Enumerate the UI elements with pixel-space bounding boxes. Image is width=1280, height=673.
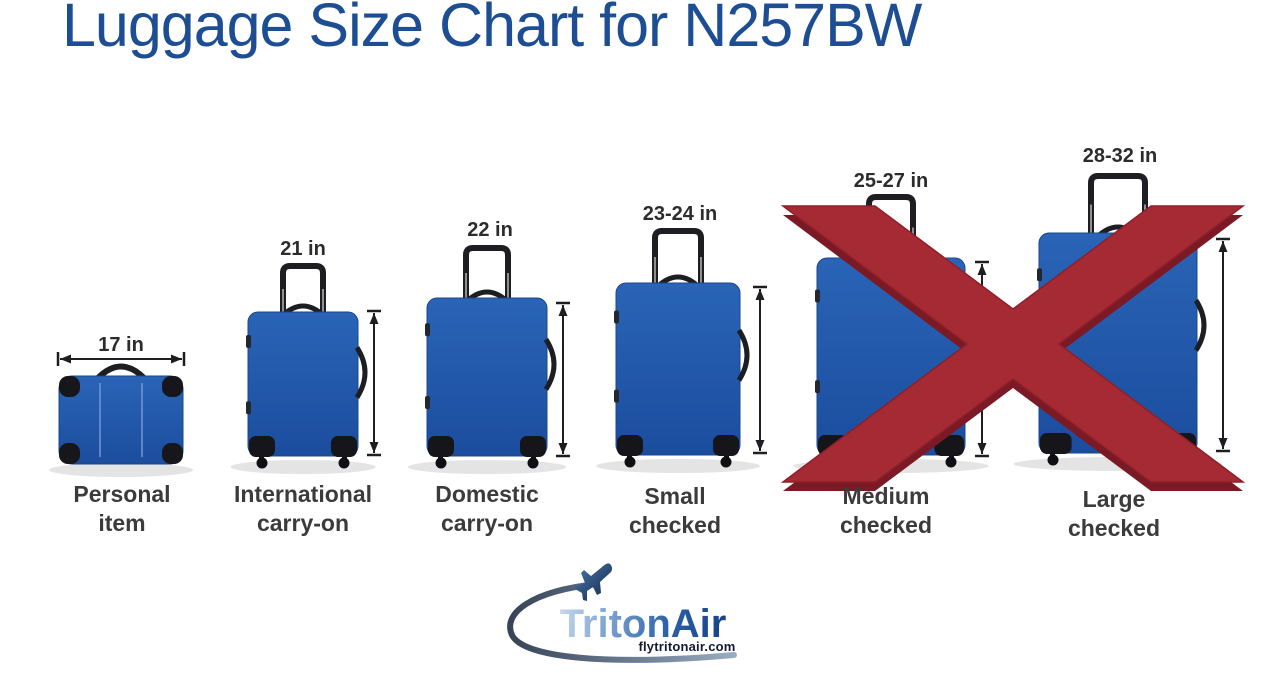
name-label-domestic-carry-on: Domestic carry-on <box>435 480 539 538</box>
name-label-large-checked: Large checked <box>1068 485 1160 543</box>
red-x-icon <box>780 205 1246 491</box>
suitcase-graphic-domestic-carry-on <box>407 245 570 474</box>
measurement-arrow-large-checked <box>1216 237 1230 453</box>
name-label-medium-checked: Medium checked <box>840 482 932 540</box>
name-line2: checked <box>839 512 933 538</box>
name-line2: carry-on <box>256 510 350 536</box>
name-line1: Large <box>1082 486 1146 512</box>
size-label-medium-checked: 25-27 in <box>853 170 929 192</box>
logo-brand-text: TritonAir <box>559 602 727 646</box>
name-line2: checked <box>1067 515 1161 541</box>
airplane-icon <box>575 563 613 601</box>
name-line1: Medium <box>842 483 930 509</box>
size-label-small-checked: 23-24 in <box>642 203 718 225</box>
name-line2: carry-on <box>440 510 534 536</box>
size-label-domestic-carry-on: 22 in <box>467 219 513 241</box>
size-label-personal-item: 17 in <box>98 334 144 356</box>
name-line1: Small <box>644 483 706 509</box>
logo-website-text: flytritonair.com <box>638 639 736 654</box>
name-label-small-checked: Small checked <box>629 482 721 540</box>
suitcase-graphic-international-carry-on <box>230 263 381 474</box>
suitcase-graphic-small-checked <box>596 228 767 473</box>
measurement-arrow-personal-item <box>56 352 186 366</box>
measurement-arrow-international-carry-on <box>367 309 381 457</box>
name-line2: item <box>98 510 146 536</box>
logo-graphic <box>507 563 737 663</box>
name-line1: International <box>233 481 373 507</box>
name-line1: Personal <box>73 481 171 507</box>
name-line2: checked <box>628 512 722 538</box>
suitcase-graphic-personal-item <box>49 352 193 477</box>
name-line1: Domestic <box>435 481 539 507</box>
size-label-large-checked: 28-32 in <box>1082 145 1158 167</box>
name-label-international-carry-on: International carry-on <box>234 480 372 538</box>
name-label-personal-item: Personal item <box>73 480 170 538</box>
page-title: Luggage Size Chart for N257BW <box>62 0 922 59</box>
measurement-arrow-domestic-carry-on <box>556 301 570 458</box>
logo-swoosh-icon <box>507 581 737 663</box>
measurement-arrow-small-checked <box>753 285 767 455</box>
size-label-international-carry-on: 21 in <box>280 238 326 260</box>
